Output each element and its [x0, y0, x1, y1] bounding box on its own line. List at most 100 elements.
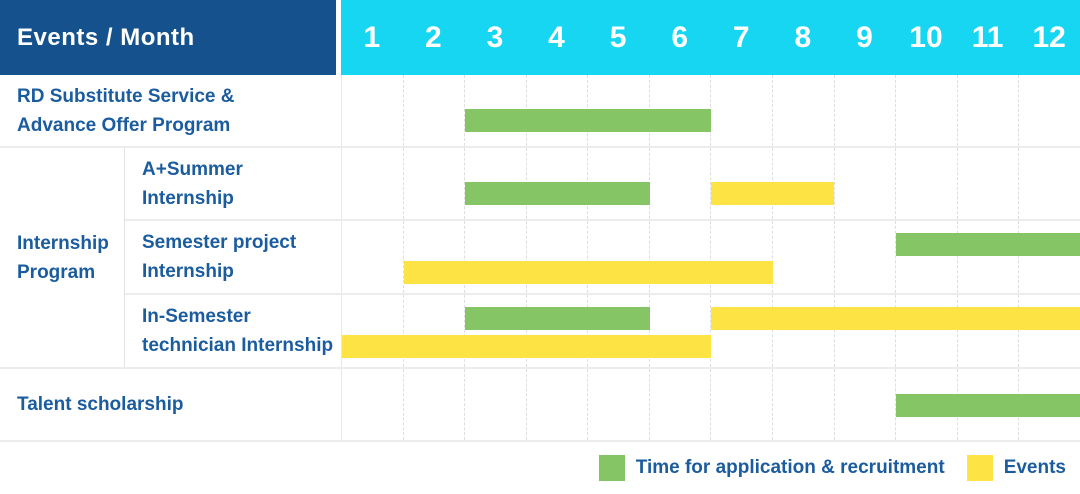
grid-column — [650, 148, 712, 219]
grid-column — [527, 221, 589, 293]
grid-column — [1019, 295, 1080, 367]
row-a-plus-summer-internship: A+Summer Internship — [125, 148, 1080, 219]
internship-program-subrows: A+Summer Internship Semester project Int… — [125, 148, 1080, 367]
grid-column — [465, 221, 527, 293]
month-header-row: 1 2 3 4 5 6 7 8 9 10 11 12 — [341, 0, 1080, 75]
row-timeline — [341, 148, 1080, 219]
grid-column — [342, 369, 404, 440]
legend: Time for application & recruitment Event… — [0, 442, 1080, 494]
row-label-line: Internship — [142, 187, 234, 209]
table-header: Events / Month 1 2 3 4 5 6 7 8 9 10 11 12 — [0, 0, 1080, 75]
grid-column — [1019, 75, 1080, 146]
row-label: In-Semester technician Internship — [125, 295, 341, 367]
row-label-line: A+Summer — [142, 158, 243, 180]
month-header-6: 6 — [671, 20, 689, 54]
month-header-3: 3 — [486, 20, 504, 54]
bar-application — [465, 307, 650, 330]
month-header-1: 1 — [363, 20, 381, 54]
grid-column — [650, 221, 712, 293]
group-label-line: Internship — [17, 232, 109, 254]
month-header-9: 9 — [856, 20, 873, 54]
header-events-month-cell: Events / Month — [0, 0, 341, 75]
row-label-line: RD Substitute Service & — [17, 85, 235, 107]
grid-column — [958, 148, 1020, 219]
legend-label-events: Events — [1003, 457, 1066, 478]
month-header-2: 2 — [425, 20, 442, 54]
grid-column — [835, 75, 897, 146]
row-label-line: Talent scholarship — [17, 394, 184, 415]
grid-column — [650, 295, 712, 367]
grid-column — [773, 295, 835, 367]
group-label-line: Program — [17, 261, 96, 283]
legend-item-application: Time for application & recruitment — [598, 455, 945, 481]
bar-events — [711, 307, 1080, 330]
grid-column — [342, 295, 404, 367]
grid-column — [773, 75, 835, 146]
grid-column — [588, 221, 650, 293]
row-in-semester-technician-internship: In-Semester technician Internship — [125, 293, 1080, 367]
row-rd-substitute-service: RD Substitute Service & Advance Offer Pr… — [0, 75, 1080, 146]
events-color-swatch — [966, 455, 993, 481]
grid-column — [1019, 221, 1080, 293]
grid-column — [588, 295, 650, 367]
table-body: RD Substitute Service & Advance Offer Pr… — [0, 75, 1080, 442]
month-header-7: 7 — [732, 20, 750, 54]
row-label: Semester project Internship — [125, 221, 341, 293]
grid-column — [773, 221, 835, 293]
bar-application — [895, 394, 1080, 417]
grid-column — [404, 221, 466, 293]
row-timeline — [341, 221, 1080, 293]
legend-label-application: Time for application & recruitment — [635, 457, 945, 478]
grid-column — [588, 369, 650, 440]
grid-column — [773, 369, 835, 440]
row-semester-project-internship: Semester project Internship — [125, 219, 1080, 293]
grid-column — [465, 295, 527, 367]
bar-events — [711, 182, 834, 205]
grid-column — [711, 221, 774, 293]
row-timeline — [341, 75, 1080, 146]
row-label: RD Substitute Service & Advance Offer Pr… — [0, 75, 341, 146]
grid-column — [404, 148, 466, 219]
month-header-4: 4 — [548, 20, 565, 54]
month-header-11: 11 — [971, 20, 1004, 54]
row-timeline — [341, 369, 1080, 440]
grid-column — [465, 369, 527, 440]
grid-column — [896, 221, 958, 293]
grid-column — [958, 221, 1020, 293]
grid-column — [896, 148, 958, 219]
row-label-line: technician Internship — [142, 335, 334, 356]
bar-application — [465, 109, 711, 132]
grid-column — [404, 75, 466, 146]
grid-column — [711, 75, 774, 146]
grid-column — [527, 369, 589, 440]
grid-column — [342, 148, 404, 219]
grid-column — [835, 148, 897, 219]
grid-column — [835, 369, 897, 440]
grid-column — [896, 75, 958, 146]
month-header-8: 8 — [794, 20, 812, 54]
grid-column — [342, 75, 404, 146]
header-events-month-label: Events / Month — [17, 23, 195, 51]
internship-program-group: Internship Program A+Summer Internship S… — [0, 146, 1080, 367]
row-label: Talent scholarship — [0, 369, 341, 440]
row-label-line: Internship — [142, 261, 234, 282]
application-color-swatch — [598, 455, 625, 481]
grid-column — [342, 221, 404, 293]
bar-events — [403, 261, 773, 284]
month-header-10: 10 — [909, 20, 943, 54]
grid-column — [527, 295, 589, 367]
month-header-5: 5 — [609, 20, 627, 54]
grid-column — [1019, 148, 1080, 219]
row-label: A+Summer Internship — [125, 148, 341, 219]
grid-column — [404, 295, 466, 367]
month-header-12: 12 — [1032, 20, 1066, 54]
grid-column — [958, 295, 1020, 367]
grid-column — [650, 369, 712, 440]
row-label-line: In-Semester — [142, 306, 251, 327]
grid-column — [711, 369, 774, 440]
row-talent-scholarship: Talent scholarship — [0, 367, 1080, 440]
grid-column — [404, 369, 466, 440]
group-label-internship-program: Internship Program — [0, 148, 125, 367]
row-timeline — [341, 295, 1080, 367]
